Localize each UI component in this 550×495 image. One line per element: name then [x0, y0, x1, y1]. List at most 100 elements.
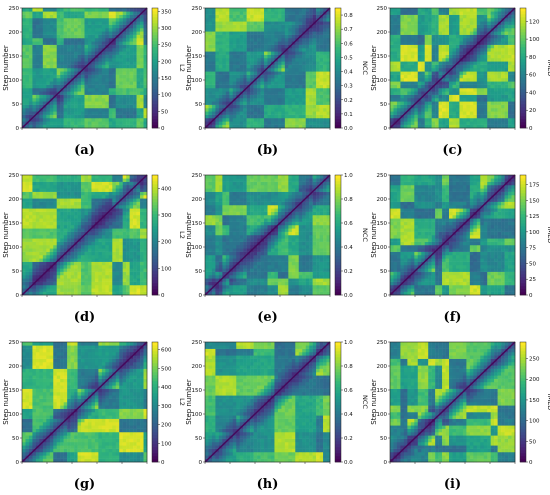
heatmap-cell: [208, 44, 213, 49]
heatmap-cell: [129, 8, 134, 12]
heatmap-cell: [442, 81, 446, 85]
heatmap-cell: [60, 101, 64, 105]
heatmap-cell: [112, 14, 116, 19]
heatmap-cell: [435, 48, 439, 52]
heatmap-cell: [49, 11, 54, 15]
heatmap-cell: [424, 18, 429, 22]
heatmap-cell: [483, 124, 488, 129]
heatmap-cell: [232, 121, 237, 125]
heatmap-cell: [284, 68, 289, 72]
heatmap-cell: [98, 14, 103, 19]
heatmap-cell: [222, 14, 227, 19]
heatmap-cell: [466, 101, 471, 105]
heatmap-cell: [119, 71, 123, 75]
heatmap-cell: [483, 91, 488, 95]
heatmap-cell: [205, 41, 209, 45]
heatmap-cell: [218, 68, 223, 72]
heatmap-cell: [222, 31, 227, 35]
heatmap-cell: [390, 104, 394, 109]
heatmap-cell: [143, 18, 148, 22]
heatmap-cell: [319, 41, 324, 45]
heatmap-cell: [122, 31, 127, 35]
heatmap-cell: [267, 21, 272, 25]
heatmap-cell: [211, 111, 216, 115]
heatmap-cell: [119, 54, 123, 59]
heatmap-cell: [494, 44, 498, 49]
heatmap-cell: [459, 78, 464, 82]
heatmap-cell: [215, 18, 220, 22]
heatmap-cell: [53, 251, 57, 256]
heatmap-cell: [511, 104, 516, 109]
heatmap-cell: [133, 281, 137, 286]
heatmap-cell: [211, 98, 216, 102]
heatmap-cell: [445, 108, 450, 112]
heatmap-cell: [77, 225, 82, 229]
heatmap-cell: [243, 108, 247, 112]
heatmap-cell: [305, 64, 310, 69]
heatmap-cell: [501, 78, 505, 82]
heatmap-cell: [274, 14, 279, 19]
heatmap-cell: [42, 14, 47, 19]
heatmap-cell: [87, 241, 92, 246]
heatmap-cell: [28, 64, 33, 69]
heatmap-cell: [407, 14, 412, 19]
heatmap-cell: [403, 38, 408, 42]
heatmap-cell: [56, 44, 61, 49]
heatmap-cell: [504, 91, 509, 95]
heatmap-cell: [218, 8, 223, 12]
heatmap-cell: [501, 51, 505, 55]
heatmap-cell: [74, 268, 78, 272]
heatmap-cell: [53, 265, 57, 269]
heatmap-cell: [462, 61, 467, 65]
heatmap-cell: [421, 31, 425, 35]
heatmap-cell: [98, 271, 103, 276]
heatmap-cell: [25, 11, 30, 15]
heatmap-cell: [32, 94, 37, 99]
heatmap-cell: [504, 54, 509, 59]
heatmap-cell: [39, 215, 44, 219]
heatmap-cell: [49, 104, 54, 109]
heatmap-cell: [501, 14, 505, 19]
heatmap-cell: [274, 8, 279, 12]
heatmap-cell: [305, 8, 310, 12]
heatmap-cell: [417, 84, 422, 89]
heatmap-cell: [431, 68, 436, 72]
heatmap-cell: [205, 61, 209, 65]
heatmap-cell: [126, 18, 130, 22]
heatmap-cell: [136, 21, 141, 25]
heatmap-cell: [84, 14, 89, 19]
heatmap-cell: [250, 28, 254, 32]
heatmap-cell: [46, 91, 51, 95]
heatmap-cell: [211, 8, 216, 12]
heatmap-cell: [205, 24, 209, 29]
heatmap-cell: [81, 98, 85, 102]
heatmap-cell: [56, 48, 61, 52]
heatmap-cell: [91, 101, 96, 105]
heatmap-cell: [302, 121, 306, 125]
heatmap-cell: [129, 278, 134, 282]
heatmap-cell: [115, 94, 120, 99]
heatmap-cell: [70, 84, 75, 89]
heatmap-cell: [407, 71, 412, 75]
heatmap-cell: [312, 11, 317, 15]
heatmap-cell: [305, 88, 310, 92]
heatmap-cell: [466, 21, 471, 25]
heatmap-cell: [459, 88, 464, 92]
heatmap-cell: [46, 271, 51, 276]
heatmap-cell: [42, 54, 47, 59]
heatmap-cell: [400, 74, 405, 79]
heatmap-cell: [435, 121, 439, 125]
heatmap-cell: [25, 218, 30, 222]
heatmap-cell: [407, 94, 412, 99]
heatmap-cell: [67, 11, 71, 15]
heatmap-cell: [94, 241, 99, 246]
heatmap-cell: [53, 98, 57, 102]
heatmap-cell: [22, 91, 26, 95]
heatmap-cell: [46, 71, 51, 75]
heatmap-cell: [129, 275, 134, 279]
heatmap-cell: [466, 44, 471, 49]
heatmap-cell: [501, 38, 505, 42]
heatmap-cell: [108, 101, 113, 105]
heatmap-cell: [236, 111, 240, 115]
heatmap-cell: [143, 121, 148, 125]
